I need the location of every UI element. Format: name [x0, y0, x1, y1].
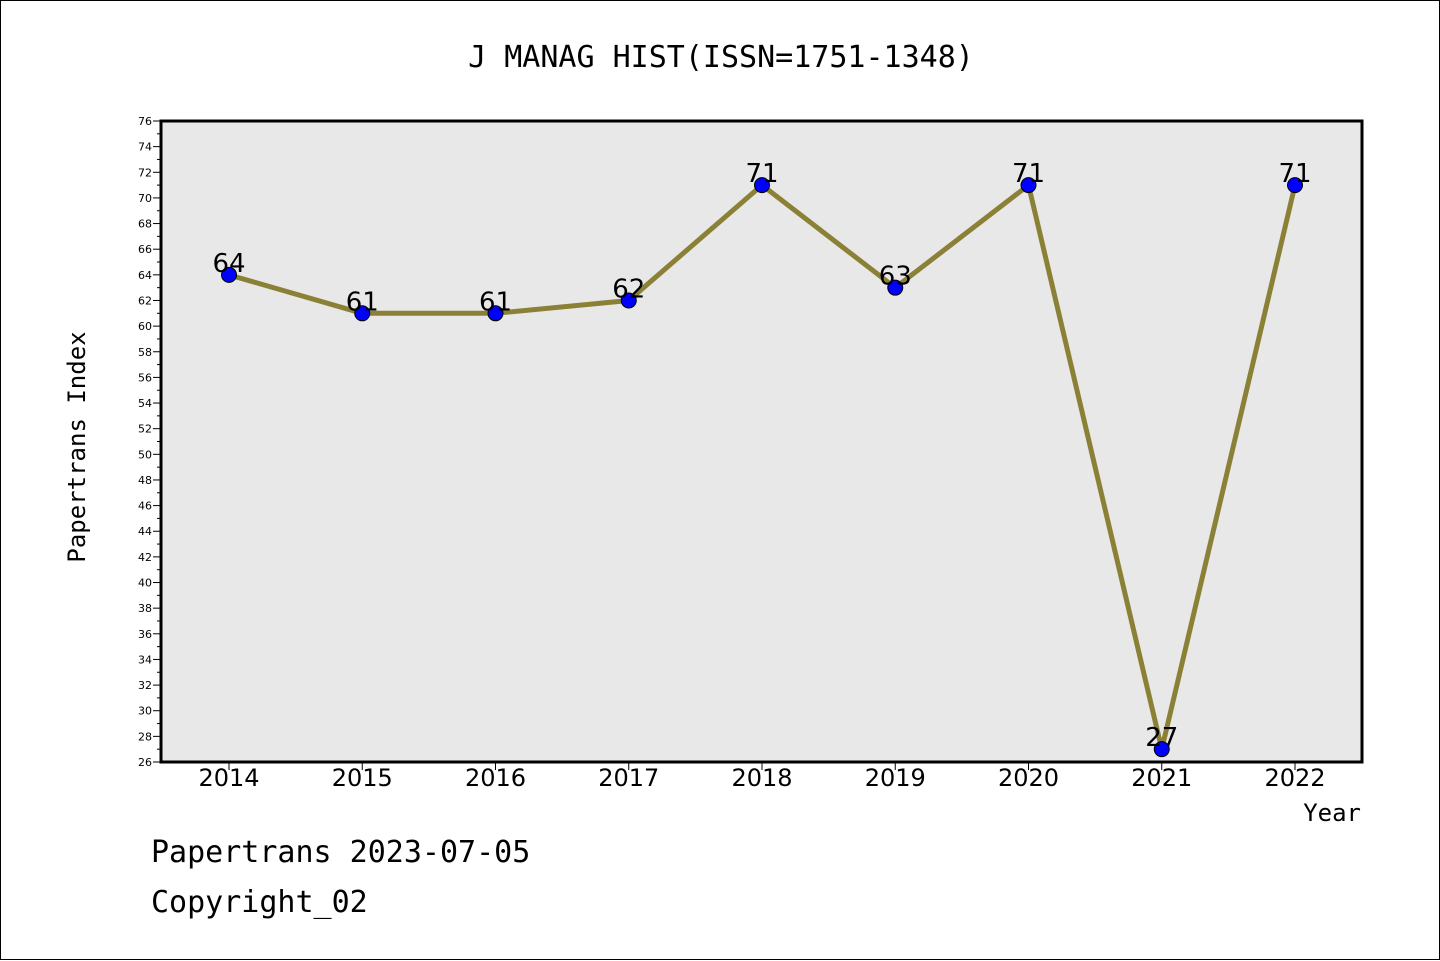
y-tick-label: 32 — [138, 679, 152, 692]
y-tick-label: 68 — [138, 218, 152, 231]
y-tick-label: 74 — [138, 141, 152, 154]
data-point — [1153, 741, 1170, 758]
x-tick-label: 2021 — [1131, 764, 1192, 792]
y-tick-label: 30 — [138, 705, 152, 718]
y-tick-label: 36 — [138, 628, 152, 641]
data-point — [354, 305, 371, 322]
plot-area: 26 28 30 32 34 36 38 40 42 44 46 48 50 52 54 56 58 60 62 64… — [138, 115, 1364, 792]
plot-background — [161, 121, 1362, 762]
data-label: 62 — [612, 274, 645, 304]
chart-title: J MANAG HIST(ISSN=1751-1348) — [468, 40, 974, 75]
data-label: 71 — [1012, 159, 1045, 189]
data-label: 27 — [1145, 723, 1178, 753]
plot-border — [159, 119, 1364, 764]
y-tick-label: 70 — [138, 192, 152, 205]
y-tick-label: 64 — [138, 269, 152, 282]
x-tick-label: 2020 — [998, 764, 1059, 792]
data-label: 64 — [212, 249, 245, 279]
data-point — [221, 266, 237, 283]
data-point — [1287, 177, 1303, 194]
y-tick-label: 28 — [138, 730, 152, 743]
y-tick-label: 62 — [138, 294, 152, 307]
data-point — [620, 292, 637, 309]
data-point — [487, 305, 504, 322]
x-tick-label: 2014 — [198, 764, 259, 792]
y-tick-label: 50 — [138, 448, 152, 461]
x-tick-label: 2017 — [598, 764, 659, 792]
x-tick-label: 2015 — [332, 764, 393, 792]
y-tick-label: 38 — [138, 602, 152, 615]
y-tick-label: 72 — [138, 166, 152, 179]
x-tick-label: 2016 — [465, 764, 526, 792]
y-tick-label: 34 — [138, 653, 152, 666]
y-tick-label: 26 — [138, 756, 152, 769]
x-tick-label: 2018 — [731, 764, 792, 792]
x-tick-label: 2022 — [1264, 764, 1325, 792]
y-tick-label: 46 — [138, 500, 152, 513]
y-tick-label: 40 — [138, 577, 152, 590]
y-tick-label: 44 — [138, 525, 152, 538]
data-point — [1020, 177, 1037, 194]
y-axis-label: Papertrans Index — [63, 331, 91, 562]
y-tick-label: 54 — [138, 397, 152, 410]
y-tick-label: 42 — [138, 551, 152, 564]
y-tick-label: 66 — [138, 243, 152, 256]
data-label: 71 — [745, 159, 778, 189]
data-label: 61 — [479, 287, 512, 317]
x-axis-label: Year — [1303, 799, 1361, 827]
y-tick-label: 58 — [138, 346, 152, 359]
y-tick-label: 52 — [138, 423, 152, 436]
footer-date: Papertrans 2023-07-05 — [151, 835, 531, 870]
y-tick-label: 48 — [138, 474, 152, 487]
y-tick-label: 60 — [138, 320, 152, 333]
y-tick-label: 76 — [138, 115, 152, 128]
data-label: 71 — [1278, 159, 1311, 189]
data-point — [754, 177, 770, 194]
footer-copyright: Copyright_02 — [151, 885, 368, 920]
data-label: 63 — [879, 262, 912, 292]
data-point — [887, 279, 904, 296]
data-label: 61 — [346, 287, 379, 317]
y-tick-label: 56 — [138, 371, 152, 384]
x-tick-label: 2019 — [865, 764, 926, 792]
